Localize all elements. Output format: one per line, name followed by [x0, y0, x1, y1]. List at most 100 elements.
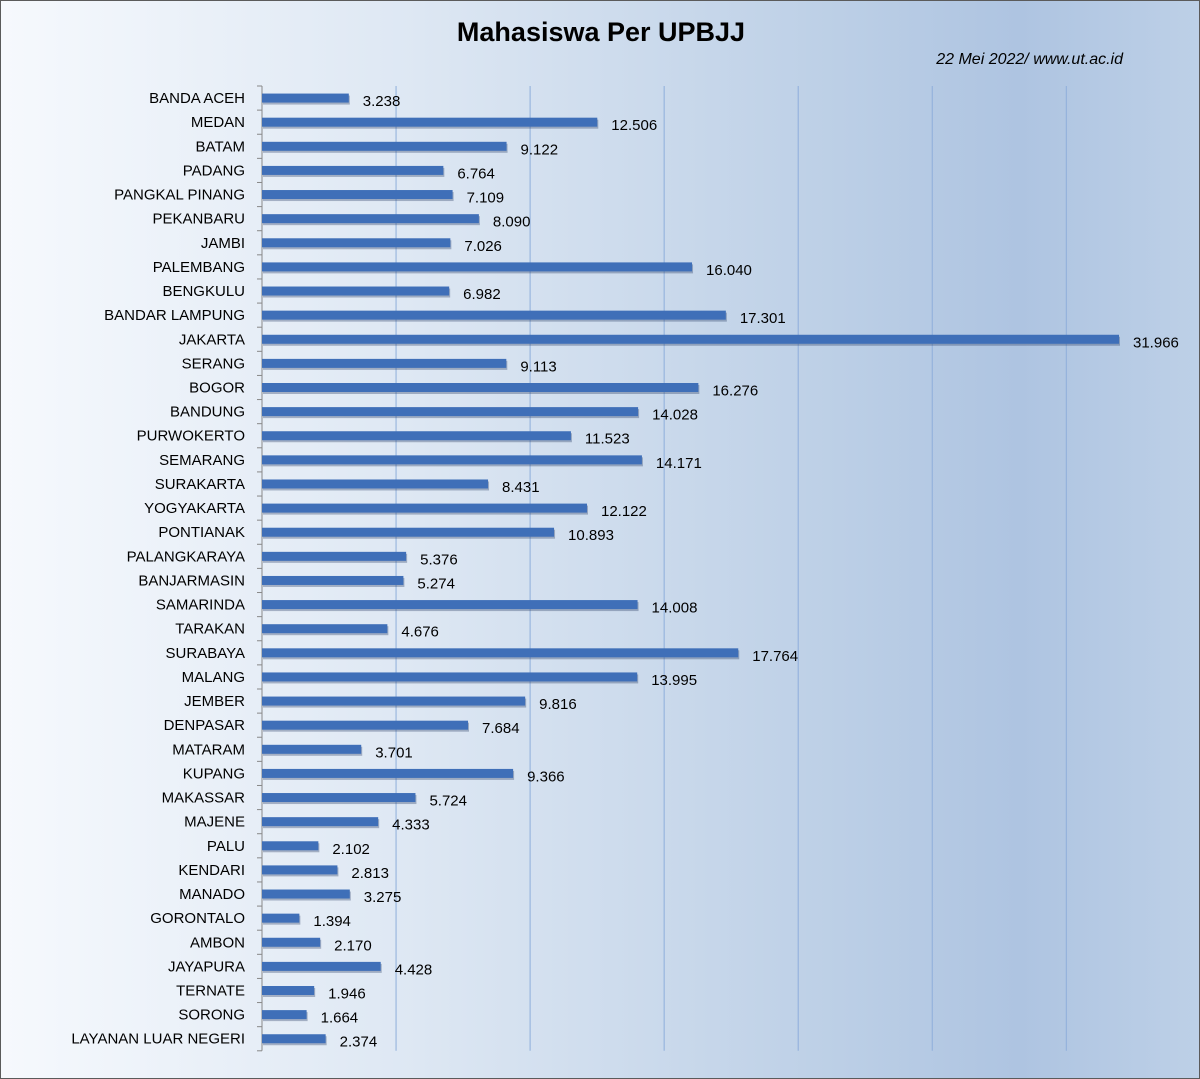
bar	[262, 1010, 307, 1020]
bar	[262, 334, 1119, 344]
bar	[262, 889, 350, 899]
category-label: BANDAR LAMPUNG	[104, 307, 245, 324]
category-label: MAKASSAR	[162, 790, 246, 807]
chart-title: Mahasiswa Per UPBJJ	[456, 17, 746, 47]
category-label: BANJARMASIN	[138, 572, 245, 589]
data-label: 2.374	[340, 1034, 378, 1051]
category-label: TARAKAN	[175, 621, 245, 638]
category-label: GORONTALO	[150, 910, 245, 927]
data-label: 9.113	[520, 358, 556, 375]
data-label: 9.366	[527, 768, 565, 785]
gridlines	[395, 86, 1067, 1051]
bar	[262, 1034, 326, 1044]
data-label: 2.813	[351, 865, 389, 882]
category-label: PADANG	[183, 162, 245, 179]
data-label: 1.394	[313, 913, 351, 930]
bar	[262, 937, 321, 947]
bar	[262, 648, 739, 658]
data-label: 2.102	[332, 841, 370, 858]
category-label: MEDAN	[191, 114, 245, 131]
category-label: BOGOR	[189, 380, 245, 397]
category-label: DENPASAR	[164, 717, 246, 734]
data-label: 6.982	[463, 286, 501, 303]
bar	[262, 575, 404, 585]
data-label: 5.274	[417, 575, 455, 592]
data-label: 13.995	[651, 672, 697, 689]
bar	[262, 310, 726, 320]
data-label: 3.701	[375, 744, 413, 761]
category-label: KUPANG	[183, 765, 245, 782]
data-label: 3.275	[364, 889, 402, 906]
bar	[262, 527, 555, 537]
category-label: BANDUNG	[170, 404, 245, 421]
data-label: 7.684	[482, 720, 520, 737]
data-label: 7.026	[464, 238, 502, 255]
category-label: BATAM	[196, 138, 245, 155]
bar	[262, 817, 379, 827]
category-axis	[257, 85, 263, 1052]
bar	[262, 383, 699, 392]
data-label: 8.090	[493, 214, 531, 231]
bar	[262, 600, 638, 610]
category-label: BENGKULU	[162, 283, 245, 300]
category-label: TERNATE	[176, 983, 245, 1000]
category-label: LAYANAN LUAR NEGERI	[71, 1031, 245, 1048]
bar	[262, 431, 571, 441]
bar	[262, 286, 450, 296]
category-label: SERANG	[182, 355, 245, 372]
category-label: PANGKAL PINANG	[114, 187, 245, 204]
bar	[262, 624, 388, 634]
data-label: 5.376	[420, 551, 458, 568]
category-label: JAMBI	[201, 235, 245, 252]
data-label: 7.109	[467, 190, 505, 207]
labels: BANDA ACEH 3.238 MEDAN 12.506 BATAM 9.122 PADA…	[71, 90, 1179, 1051]
bar	[262, 358, 507, 368]
category-label: PALU	[207, 838, 245, 855]
category-label: JEMBER	[184, 693, 245, 710]
category-label: SAMARINDA	[156, 597, 245, 614]
category-label: PALEMBANG	[153, 259, 245, 276]
bar	[262, 479, 489, 489]
bar	[262, 865, 338, 875]
chart-subtitle: 22 Mei 2022/ www.ut.ac.id	[936, 51, 1123, 68]
bar	[262, 672, 638, 682]
category-label: YOGYAKARTA	[144, 500, 245, 517]
category-label: SURABAYA	[166, 645, 245, 662]
data-label: 17.764	[752, 648, 798, 665]
bar	[262, 503, 587, 513]
category-label: KENDARI	[178, 862, 245, 879]
category-label: SEMARANG	[159, 452, 245, 469]
bar	[262, 986, 315, 995]
category-label: SORONG	[178, 1007, 245, 1024]
data-label: 3.238	[363, 93, 401, 110]
bar	[262, 744, 362, 754]
data-label: 14.028	[652, 407, 698, 424]
category-label: MATARAM	[172, 741, 245, 758]
bar	[262, 696, 526, 706]
data-label: 31.966	[1133, 334, 1179, 351]
data-label: 4.333	[392, 817, 430, 834]
bar	[262, 841, 319, 851]
data-label: 14.171	[656, 455, 702, 472]
category-label: MAJENE	[184, 814, 245, 831]
data-label: 12.506	[611, 117, 657, 134]
bar	[262, 720, 469, 730]
category-label: JAKARTA	[179, 331, 245, 348]
data-label: 16.276	[712, 383, 758, 400]
category-label: JAYAPURA	[168, 958, 245, 975]
bar	[262, 407, 639, 417]
data-label: 8.431	[502, 479, 540, 496]
data-label: 14.008	[652, 600, 698, 617]
bar	[262, 214, 479, 224]
bar	[262, 238, 451, 248]
bar	[262, 913, 300, 923]
data-label: 10.893	[568, 527, 614, 544]
bar	[262, 262, 693, 272]
bar	[262, 117, 598, 127]
category-label: BANDA ACEH	[149, 90, 245, 107]
data-label: 4.428	[395, 961, 433, 978]
category-label: SURAKARTA	[155, 476, 245, 493]
category-label: MANADO	[179, 886, 245, 903]
data-label: 16.040	[706, 262, 752, 279]
